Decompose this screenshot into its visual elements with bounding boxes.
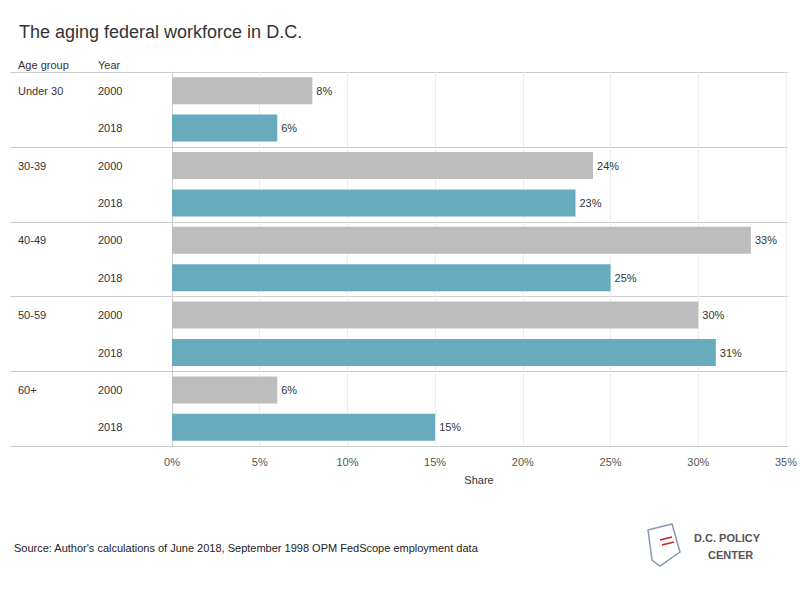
svg-text:31%: 31% (720, 347, 742, 359)
svg-text:2000: 2000 (98, 85, 122, 97)
svg-text:2018: 2018 (98, 197, 122, 209)
svg-text:2018: 2018 (98, 421, 122, 433)
svg-text:33%: 33% (755, 234, 777, 246)
svg-text:50-59: 50-59 (18, 309, 46, 321)
svg-text:30%: 30% (702, 309, 724, 321)
svg-text:2000: 2000 (98, 384, 122, 396)
svg-text:Source: Author's calculations: Source: Author's calculations of June 20… (14, 542, 479, 554)
svg-text:15%: 15% (424, 456, 446, 468)
svg-text:30%: 30% (687, 456, 709, 468)
svg-text:Age group: Age group (18, 59, 69, 71)
svg-text:2018: 2018 (98, 122, 122, 134)
svg-text:6%: 6% (281, 384, 297, 396)
svg-text:2018: 2018 (98, 347, 122, 359)
svg-text:15%: 15% (439, 421, 461, 433)
svg-text:2000: 2000 (98, 160, 122, 172)
svg-text:Under 30: Under 30 (18, 85, 63, 97)
svg-text:Share: Share (464, 474, 493, 486)
svg-text:Year: Year (98, 59, 121, 71)
svg-text:23%: 23% (579, 197, 601, 209)
svg-text:0%: 0% (164, 456, 180, 468)
svg-text:24%: 24% (597, 160, 619, 172)
svg-text:25%: 25% (615, 272, 637, 284)
svg-text:8%: 8% (316, 85, 332, 97)
svg-text:10%: 10% (336, 456, 358, 468)
svg-text:20%: 20% (512, 456, 534, 468)
svg-text:The aging federal workforce in: The aging federal workforce in D.C. (19, 22, 302, 42)
svg-text:2000: 2000 (98, 309, 122, 321)
svg-text:40-49: 40-49 (18, 234, 46, 246)
svg-text:2000: 2000 (98, 234, 122, 246)
svg-text:D.C. POLICY: D.C. POLICY (694, 532, 761, 544)
svg-text:60+: 60+ (18, 384, 37, 396)
svg-text:30-39: 30-39 (18, 160, 46, 172)
svg-text:35%: 35% (775, 456, 797, 468)
svg-text:2018: 2018 (98, 272, 122, 284)
svg-text:CENTER: CENTER (708, 549, 753, 561)
svg-text:6%: 6% (281, 122, 297, 134)
svg-text:25%: 25% (600, 456, 622, 468)
svg-text:5%: 5% (252, 456, 268, 468)
